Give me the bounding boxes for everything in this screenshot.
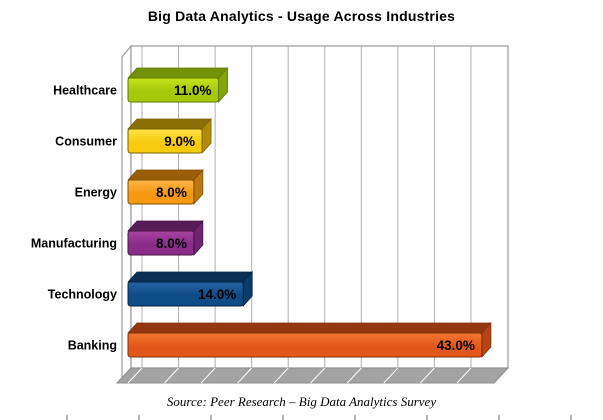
source-note: Source: Peer Research – Big Data Analyti…	[166, 394, 437, 409]
bar-front-face	[127, 281, 244, 307]
bar-manufacturing: 8.0%	[127, 219, 204, 257]
floor-gridline	[237, 367, 253, 384]
chart-title: Big Data Analytics - Usage Across Indust…	[147, 8, 456, 24]
chart-floor	[115, 367, 510, 384]
value-label-healthcare: 11.0%	[174, 83, 212, 98]
category-label-energy: Energy	[75, 186, 117, 200]
bar-top-face	[127, 67, 229, 79]
bar-front-face	[127, 179, 195, 205]
bar-front-face	[127, 128, 203, 154]
value-label-banking: 43.0%	[437, 338, 475, 353]
bar-energy: 8.0%	[127, 168, 204, 206]
floor-gridline	[346, 367, 362, 384]
floor-gridline	[127, 367, 143, 384]
category-label-manufacturing: Manufacturing	[31, 237, 117, 251]
floor-gridline	[420, 367, 435, 384]
bar-front-face	[127, 332, 483, 358]
bar-front-face	[127, 230, 195, 256]
category-label-consumer: Consumer	[55, 135, 117, 149]
bar-banking: 43.0%	[127, 321, 492, 359]
bar-front-face	[127, 77, 220, 103]
bar-healthcare: 11.0%	[127, 66, 229, 104]
floor-gridline	[164, 367, 179, 384]
category-label-technology: Technology	[48, 288, 117, 302]
category-label-healthcare: Healthcare	[53, 84, 117, 98]
bar-consumer: 9.0%	[127, 117, 212, 155]
value-label-manufacturing: 8.0%	[156, 236, 187, 251]
floor-gridline	[310, 367, 326, 384]
floor-gridline	[200, 367, 216, 384]
value-label-energy: 8.0%	[156, 185, 187, 200]
bar-top-face	[127, 271, 254, 283]
bar-top-face	[127, 118, 212, 130]
bar-technology: 14.0%	[127, 270, 254, 308]
bar-top-face	[127, 220, 204, 232]
floor-gridline	[383, 367, 399, 384]
category-label-banking: Banking	[68, 339, 117, 353]
bar-top-face	[127, 322, 492, 334]
floor-gridline	[273, 367, 289, 384]
value-label-consumer: 9.0%	[164, 134, 195, 149]
bar-top-face	[127, 169, 204, 181]
value-label-technology: 14.0%	[198, 287, 236, 302]
floor-gridline	[456, 367, 472, 384]
